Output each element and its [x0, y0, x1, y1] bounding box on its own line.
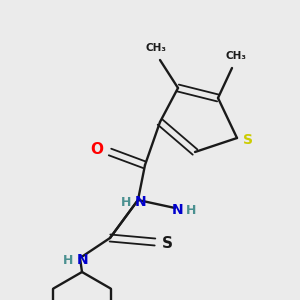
Text: CH₃: CH₃	[226, 51, 247, 61]
Text: S: S	[243, 133, 253, 147]
Text: H: H	[186, 205, 196, 218]
Text: H: H	[63, 254, 73, 268]
Text: S: S	[161, 236, 172, 251]
Text: N: N	[77, 253, 89, 267]
Text: CH₃: CH₃	[146, 43, 167, 53]
Text: N: N	[172, 203, 184, 217]
Text: O: O	[91, 142, 103, 158]
Text: H: H	[121, 196, 131, 209]
Text: N: N	[135, 195, 147, 209]
